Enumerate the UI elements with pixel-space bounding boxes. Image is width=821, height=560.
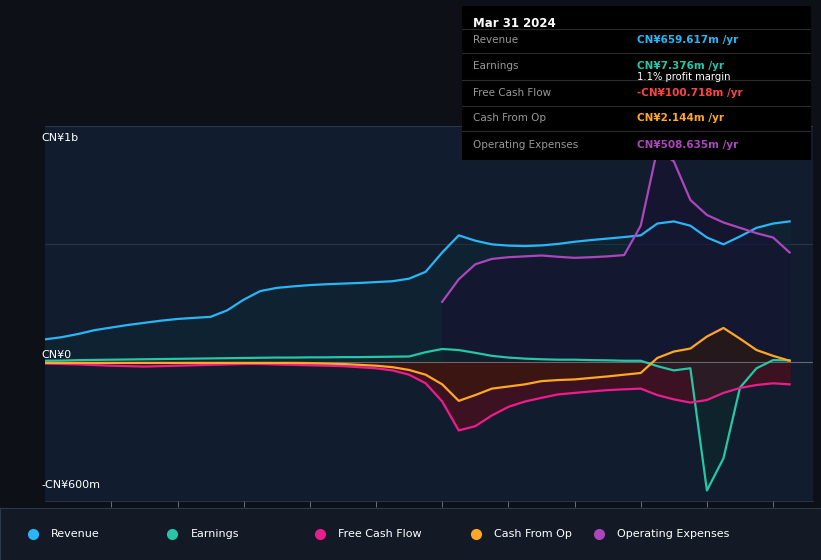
Text: Free Cash Flow: Free Cash Flow xyxy=(473,87,551,97)
Text: -CN¥600m: -CN¥600m xyxy=(42,480,101,490)
Text: 1.1% profit margin: 1.1% profit margin xyxy=(637,72,730,82)
Text: Free Cash Flow: Free Cash Flow xyxy=(338,529,422,539)
Text: Earnings: Earnings xyxy=(473,60,518,71)
Text: Operating Expenses: Operating Expenses xyxy=(617,529,730,539)
Text: Cash From Op: Cash From Op xyxy=(494,529,572,539)
Text: CN¥2.144m /yr: CN¥2.144m /yr xyxy=(637,113,723,123)
Text: CN¥0: CN¥0 xyxy=(42,350,72,360)
Text: Revenue: Revenue xyxy=(473,35,518,45)
Text: -CN¥100.718m /yr: -CN¥100.718m /yr xyxy=(637,87,742,97)
Text: Mar 31 2024: Mar 31 2024 xyxy=(473,17,556,30)
Text: CN¥508.635m /yr: CN¥508.635m /yr xyxy=(637,140,738,150)
Text: CN¥659.617m /yr: CN¥659.617m /yr xyxy=(637,35,738,45)
Text: CN¥7.376m /yr: CN¥7.376m /yr xyxy=(637,60,723,71)
Text: Earnings: Earnings xyxy=(190,529,239,539)
Text: Operating Expenses: Operating Expenses xyxy=(473,140,578,150)
Text: Cash From Op: Cash From Op xyxy=(473,113,546,123)
Text: Revenue: Revenue xyxy=(51,529,99,539)
Text: CN¥1b: CN¥1b xyxy=(42,133,79,143)
